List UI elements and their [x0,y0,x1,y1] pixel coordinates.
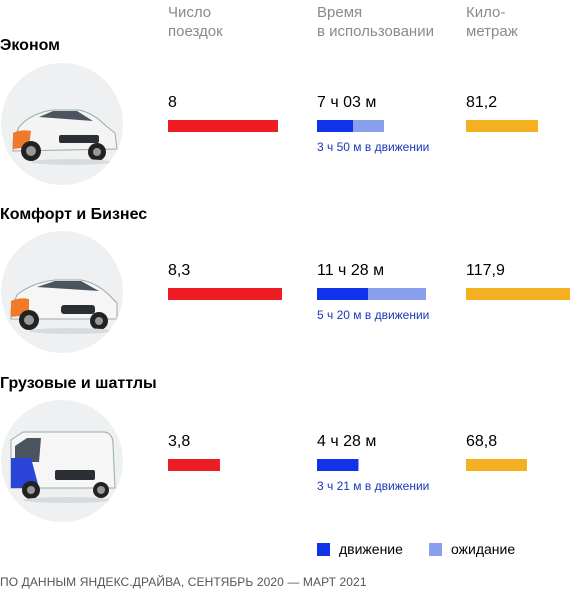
trips-value: 3,8 [168,433,191,450]
time-moving-bar [317,288,368,300]
source-note: ПО ДАННЫМ ЯНДЕКС.ДРАЙВА, СЕНТЯБРЬ 2020 —… [0,575,367,589]
header-time: Время в использовании [317,4,434,40]
time-moving-label: 3 ч 50 м в движении [317,140,430,154]
legend-waiting-swatch [429,543,442,556]
header-km: Кило- метраж [466,4,518,40]
time-value: 11 ч 28 м [317,262,385,279]
legend-moving-label: движение [339,541,403,557]
time-value: 4 ч 28 м [317,433,377,450]
legend-waiting-label: ожидание [451,541,516,557]
category-title: Комфорт и Бизнес [0,206,148,223]
time-waiting-bar [368,288,426,300]
legend-moving-swatch [317,543,330,556]
car-premium-icon [10,279,118,334]
car-sedan-image [1,63,123,185]
car-premium-image [1,231,123,353]
trips-bar [168,120,278,132]
time-moving-bar [317,459,358,471]
time-moving-label: 3 ч 21 м в движении [317,479,430,493]
trips-bar [168,459,220,471]
category-title: Эконом [0,37,61,54]
time-moving-bar [317,120,353,132]
trips-bar [168,288,282,300]
km-bar [466,120,538,132]
km-value: 81,2 [466,94,498,111]
km-value: 68,8 [466,433,498,450]
van-image [1,400,123,522]
time-waiting-bar [353,120,384,132]
km-value: 117,9 [466,262,505,279]
van-icon [10,431,116,503]
category-title: Грузовые и шаттлы [0,375,157,392]
header-trips: Число поездок [168,4,223,40]
time-waiting-bar [358,459,359,471]
car-sedan-icon [12,109,118,165]
trips-value: 8,3 [168,262,191,279]
time-moving-label: 5 ч 20 м в движении [317,308,430,322]
time-value: 7 ч 03 м [317,94,377,111]
trips-value: 8 [168,94,177,111]
km-bar [466,459,527,471]
km-bar [466,288,570,300]
